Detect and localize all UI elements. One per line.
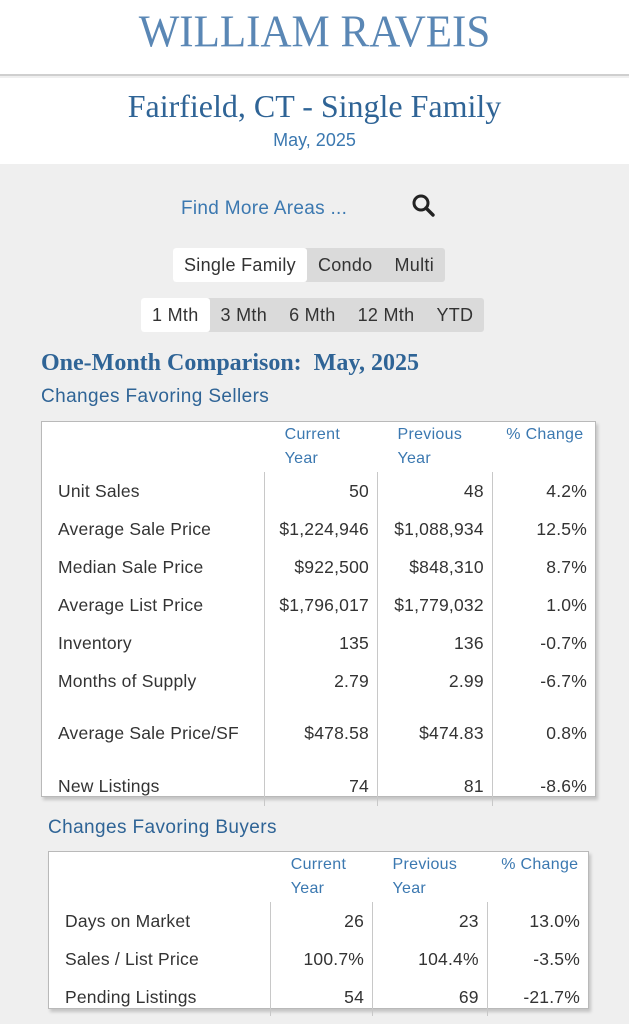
- current-year-value: 100.7%: [270, 940, 373, 978]
- page-title: Fairfield, CT - Single Family: [127, 88, 502, 124]
- current-year-value: 74: [264, 766, 378, 806]
- previous-year-value: 2.99: [376, 662, 493, 700]
- previous-year-value: 69: [372, 978, 488, 1016]
- table-row: Pending Listings 54 69 -21.7%: [49, 978, 588, 1016]
- current-year-value: 2.79: [264, 662, 378, 700]
- percent-change-value: -6.7%: [491, 662, 595, 700]
- percent-change-value: 1.0%: [491, 586, 595, 624]
- property-type-selector: Single Family Condo Multi: [173, 248, 445, 282]
- current-year-value: $1,224,946: [264, 510, 378, 548]
- header-label-column: [49, 852, 271, 902]
- buyers-table: Current Year Previous Year % Change Days…: [49, 852, 588, 1016]
- row-label: Median Sale Price: [58, 557, 204, 577]
- current-year-value: 50: [264, 472, 378, 510]
- percent-change-value: 4.2%: [491, 472, 595, 510]
- row-label: Unit Sales: [58, 481, 140, 501]
- tab-multi[interactable]: Multi: [394, 255, 434, 275]
- brand-logo[interactable]: WILLIAM RAVEIS: [138, 7, 491, 58]
- row-label: New Listings: [58, 776, 160, 796]
- percent-change-value: -21.7%: [486, 978, 588, 1016]
- comparison-title: One-Month Comparison: May, 2025: [41, 350, 419, 376]
- title-area: Fairfield, CT - Single Family May, 2025: [0, 78, 629, 164]
- row-label: Average List Price: [58, 595, 204, 615]
- previous-year-value: 81: [376, 766, 493, 806]
- table-row: Average Sale Price/SF $478.58 $474.83 0.8%: [42, 700, 595, 766]
- column-header-change: % Change: [501, 856, 579, 873]
- brand-header: WILLIAM RAVEIS: [0, 0, 629, 76]
- table-row: Days on Market 26 23 13.0%: [49, 902, 588, 940]
- column-header-previous: Previous Year: [392, 856, 458, 897]
- row-label: Days on Market: [65, 911, 191, 931]
- percent-change-value: -3.5%: [486, 940, 588, 978]
- period-selector: 1 Mth 3 Mth 6 Mth 12 Mth YTD: [141, 298, 485, 332]
- table-row: Unit Sales 50 48 4.2%: [42, 472, 595, 510]
- table-row: Average List Price $1,796,017 $1,779,032 1.…: [42, 586, 595, 624]
- row-label: Average Sale Price/SF: [58, 723, 239, 743]
- buyers-table-card: Current Year Previous Year % Change Days…: [48, 851, 589, 1016]
- find-more-areas: Find More Areas ...: [0, 192, 629, 228]
- search-icon[interactable]: [410, 192, 438, 220]
- current-year-value: $478.58: [264, 700, 378, 766]
- previous-year-value: $1,779,032: [376, 586, 493, 624]
- current-year-value: $1,796,017: [264, 586, 378, 624]
- percent-change-value: -8.6%: [491, 766, 595, 806]
- table-row: Average Sale Price $1,224,946 $1,088,934 12…: [42, 510, 595, 548]
- sellers-table: Current Year Previous Year % Change Unit…: [42, 422, 595, 806]
- column-header-current: Current Year: [284, 426, 341, 467]
- current-year-value: 26: [270, 902, 373, 940]
- previous-year-value: $848,310: [376, 548, 493, 586]
- row-label: Pending Listings: [65, 987, 197, 1007]
- column-header-current: Current Year: [290, 856, 347, 897]
- sellers-table-card: Current Year Previous Year % Change Unit…: [41, 421, 596, 806]
- page-subtitle: May, 2025: [273, 130, 356, 150]
- period-tab-1-mth[interactable]: 1 Mth: [141, 298, 210, 332]
- tab-single-family[interactable]: Single Family: [173, 248, 307, 282]
- find-more-areas-link[interactable]: Find More Areas ...: [181, 198, 348, 219]
- percent-change-value: 12.5%: [491, 510, 595, 548]
- row-label: Inventory: [58, 633, 132, 653]
- previous-year-value: 104.4%: [372, 940, 488, 978]
- table-row: New Listings 74 81 -8.6%: [42, 766, 595, 806]
- table-row: Median Sale Price $922,500 $848,310 8.7%: [42, 548, 595, 586]
- row-label: Average Sale Price: [58, 519, 212, 539]
- percent-change-value: 0.8%: [491, 700, 595, 766]
- table-row: Months of Supply 2.79 2.99 -6.7%: [42, 662, 595, 700]
- tab-condo[interactable]: Condo: [317, 255, 373, 275]
- percent-change-value: 13.0%: [486, 902, 588, 940]
- previous-year-value: 23: [372, 902, 488, 940]
- period-tab-3-mth[interactable]: 3 Mth: [220, 305, 268, 325]
- table-row: Inventory 135 136 -0.7%: [42, 624, 595, 662]
- column-header-previous: Previous Year: [397, 426, 463, 467]
- period-tab-ytd[interactable]: YTD: [436, 305, 474, 325]
- previous-year-value: 136: [376, 624, 493, 662]
- row-label: Months of Supply: [58, 671, 197, 691]
- period-tab-12-mth[interactable]: 12 Mth: [357, 305, 415, 325]
- table-row: Sales / List Price 100.7% 104.4% -3.5%: [49, 940, 588, 978]
- period-tab-6-mth[interactable]: 6 Mth: [289, 305, 336, 325]
- current-year-value: 54: [270, 978, 373, 1016]
- column-header-change: % Change: [506, 426, 584, 443]
- buyers-heading: Changes Favoring Buyers: [48, 817, 277, 838]
- header-label-column: [42, 422, 265, 472]
- sellers-heading: Changes Favoring Sellers: [41, 386, 270, 407]
- percent-change-value: -0.7%: [491, 624, 595, 662]
- percent-change-value: 8.7%: [491, 548, 595, 586]
- row-label: Sales / List Price: [65, 949, 199, 969]
- current-year-value: $922,500: [264, 548, 378, 586]
- previous-year-value: $474.83: [376, 700, 493, 766]
- previous-year-value: $1,088,934: [376, 510, 493, 548]
- current-year-value: 135: [264, 624, 378, 662]
- previous-year-value: 48: [376, 472, 493, 510]
